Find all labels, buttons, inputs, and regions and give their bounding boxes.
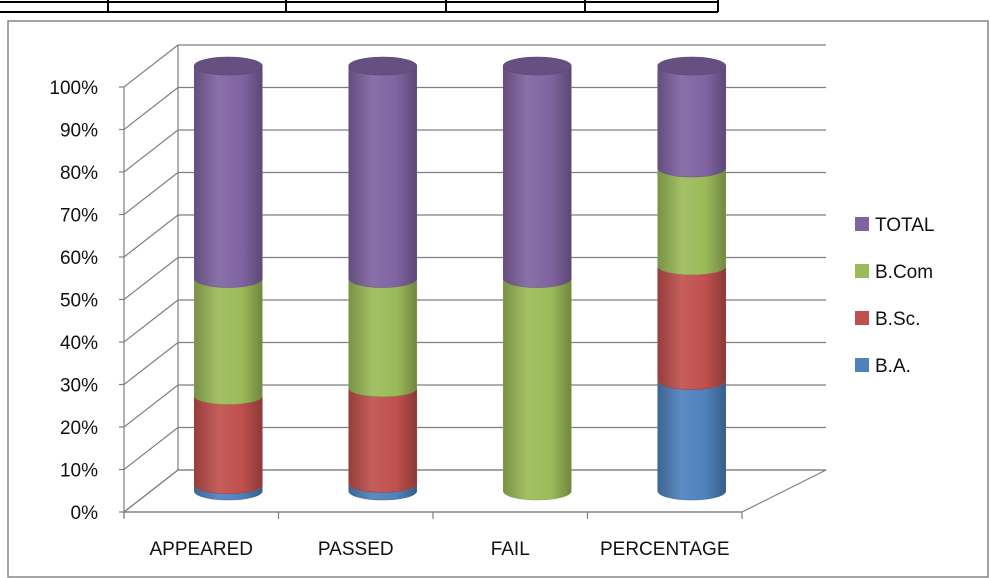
bar-segment-b-sc [193, 395, 263, 494]
bar-segment-b-a [657, 380, 727, 501]
legend-swatch [855, 217, 869, 231]
x-category-label: PERCENTAGE [600, 539, 730, 560]
side-wall-line [123, 427, 179, 470]
y-tick-label: 50% [60, 291, 98, 312]
x-category-label: PASSED [318, 539, 394, 560]
bar-segment-b-com [348, 278, 418, 398]
y-tick-label: 70% [60, 206, 98, 227]
side-wall-line [123, 384, 179, 428]
bar-stack [657, 56, 727, 501]
side-wall-line [123, 129, 179, 173]
side-wall-line [123, 214, 179, 258]
bar-segment-b-sc [348, 387, 418, 493]
y-tick-label: 90% [60, 121, 98, 142]
bar-top-cap [348, 56, 418, 76]
bar-segment-total [657, 65, 727, 178]
legend-label: B.Sc. [875, 309, 920, 330]
y-tick-label: 60% [60, 248, 98, 269]
y-tick-label: 40% [60, 333, 98, 354]
y-tick-label: 100% [49, 78, 98, 99]
legend-label: B.A. [875, 356, 911, 377]
bar-top-cap [502, 56, 572, 76]
side-wall-line [123, 172, 179, 215]
side-wall-line [123, 342, 179, 385]
bar-stack [348, 56, 418, 501]
legend-item: TOTAL [855, 215, 934, 236]
bar-segment-b-com [502, 278, 572, 501]
bar-stack [193, 56, 263, 501]
legend-label: B.Com [875, 262, 933, 283]
side-wall-line [123, 299, 179, 343]
y-tick-label: 10% [60, 461, 98, 482]
legend-swatch [855, 311, 869, 325]
legend-swatch [855, 264, 869, 278]
x-category-label: APPEARED [150, 539, 253, 560]
legend-swatch [855, 358, 869, 372]
bar-stack [502, 56, 572, 501]
bar-segment-b-sc [657, 265, 727, 390]
legend-item: B.Com [855, 262, 933, 283]
bar-segment-total [502, 65, 572, 288]
chart-border [7, 20, 989, 578]
bar-segment-b-com [193, 278, 263, 405]
bar-segment-total [348, 65, 418, 288]
bar-segment-total [193, 65, 263, 288]
legend-label: TOTAL [875, 215, 934, 236]
bar-segment-b-com [657, 167, 727, 276]
side-wall-line [123, 257, 179, 300]
y-tick-label: 80% [60, 163, 98, 184]
bar-top-cap [657, 56, 727, 76]
side-wall-line [123, 469, 179, 513]
side-wall-line [123, 44, 179, 88]
y-tick-label: 30% [60, 376, 98, 397]
x-category-label: FAIL [491, 539, 530, 560]
side-wall-line [123, 87, 179, 130]
legend-item: B.A. [855, 356, 911, 377]
bar-top-cap [193, 56, 263, 76]
y-tick-label: 0% [71, 503, 99, 524]
header-table-fragment [0, 0, 719, 13]
y-tick-label: 20% [60, 418, 98, 439]
legend-item: B.Sc. [855, 309, 920, 330]
